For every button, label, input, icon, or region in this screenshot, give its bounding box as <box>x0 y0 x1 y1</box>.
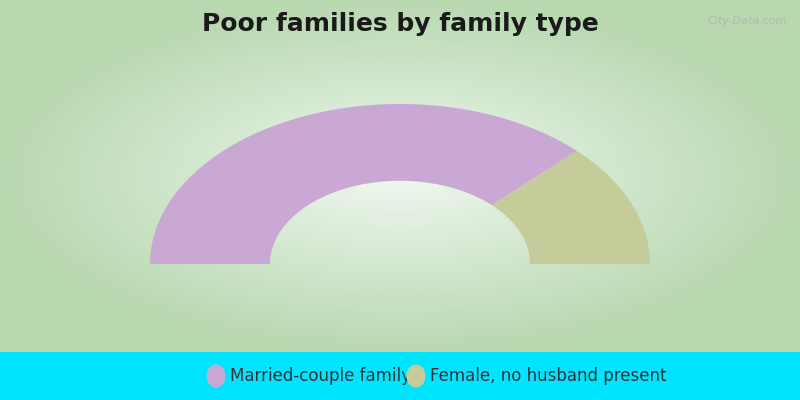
Text: Married-couple family: Married-couple family <box>230 367 411 385</box>
Ellipse shape <box>207 365 225 387</box>
Ellipse shape <box>407 365 425 387</box>
Text: Female, no husband present: Female, no husband present <box>430 367 667 385</box>
Polygon shape <box>150 104 577 264</box>
Text: City-Data.com: City-Data.com <box>708 16 787 26</box>
Polygon shape <box>492 151 650 264</box>
Text: Poor families by family type: Poor families by family type <box>202 12 598 36</box>
